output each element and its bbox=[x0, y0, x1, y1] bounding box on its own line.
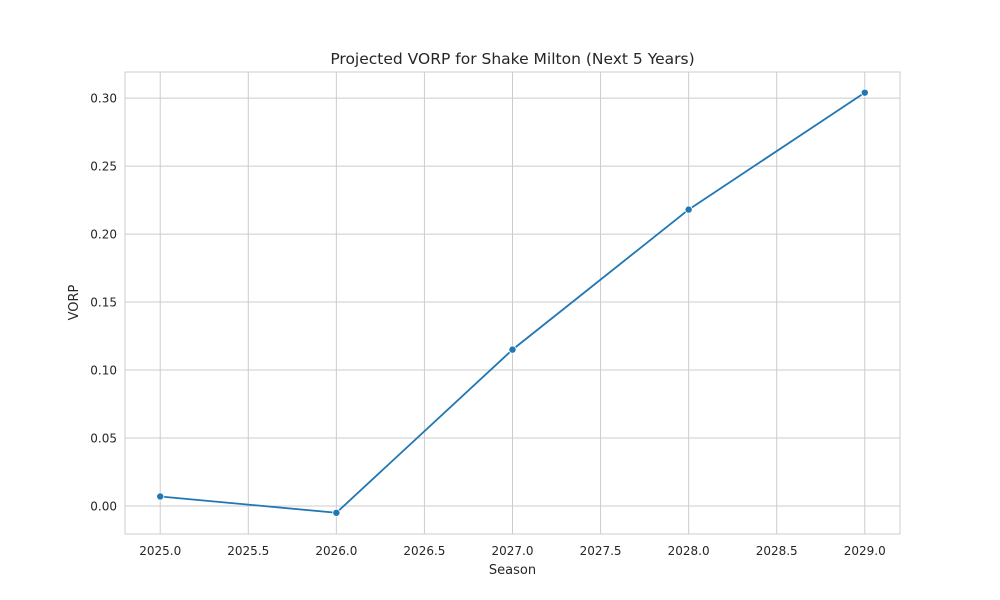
x-tick-label: 2027.5 bbox=[580, 544, 622, 558]
x-tick-label: 2026.5 bbox=[403, 544, 445, 558]
x-tick-label: 2027.0 bbox=[492, 544, 534, 558]
data-point bbox=[332, 508, 341, 517]
x-tick-label: 2029.0 bbox=[844, 544, 886, 558]
chart-title: Projected VORP for Shake Milton (Next 5 … bbox=[330, 50, 694, 68]
y-tick-label: 0.15 bbox=[90, 296, 117, 310]
y-tick-label: 0.05 bbox=[90, 432, 117, 446]
x-tick-label: 2028.5 bbox=[756, 544, 798, 558]
y-axis-label: VORP bbox=[67, 284, 82, 320]
data-point bbox=[860, 88, 869, 97]
y-tick-labels: 0.00 0.05 0.10 0.15 0.20 0.25 0.30 bbox=[90, 92, 117, 514]
x-tick-label: 2028.0 bbox=[668, 544, 710, 558]
x-axis-label: Season bbox=[489, 563, 536, 578]
data-point bbox=[684, 205, 693, 214]
grid-lines bbox=[125, 72, 900, 534]
plot-frame bbox=[124, 71, 901, 535]
x-tick-label: 2025.5 bbox=[227, 544, 269, 558]
x-tick-label: 2025.0 bbox=[139, 544, 181, 558]
y-tick-label: 0.20 bbox=[90, 228, 117, 242]
y-tick-label: 0.00 bbox=[90, 499, 117, 513]
x-tick-labels: 2025.0 2025.5 2026.0 2026.5 2027.0 2027.5 2028… bbox=[139, 544, 886, 558]
y-tick-label: 0.25 bbox=[90, 160, 117, 174]
y-tick-label: 0.30 bbox=[90, 92, 117, 106]
x-tick-label: 2026.0 bbox=[315, 544, 357, 558]
data-point bbox=[156, 492, 165, 501]
data-point bbox=[508, 345, 517, 354]
series-layer bbox=[156, 88, 869, 517]
y-tick-label: 0.10 bbox=[90, 364, 117, 378]
